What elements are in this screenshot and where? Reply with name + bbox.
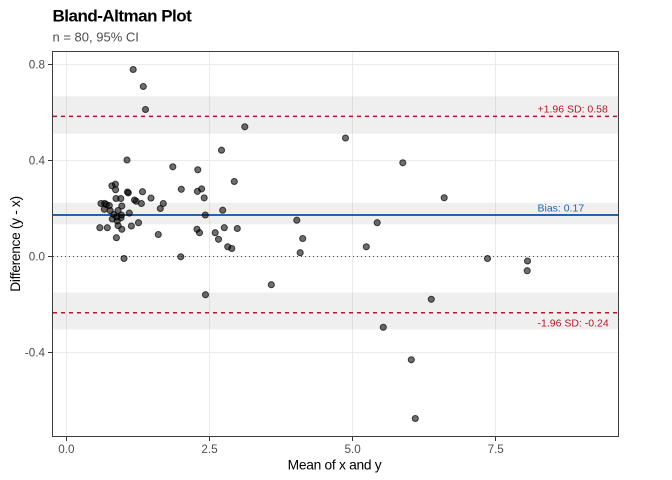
svg-text:0.8: 0.8 [29,59,45,72]
svg-text:Bias: 0.17: Bias: 0.17 [538,203,585,215]
svg-text:0.4: 0.4 [29,155,46,168]
svg-text:0.0: 0.0 [58,443,75,456]
svg-text:Difference (y - x): Difference (y - x) [8,196,23,291]
svg-text:5.0: 5.0 [344,443,361,456]
svg-text:0.0: 0.0 [29,251,46,264]
svg-text:+1.96 SD: 0.58: +1.96 SD: 0.58 [538,104,609,116]
svg-text:n = 80, 95% CI: n = 80, 95% CI [53,30,139,45]
svg-text:Mean of x and y: Mean of x and y [288,458,382,473]
svg-text:Bland-Altman Plot: Bland-Altman Plot [53,7,193,26]
svg-text:-1.96 SD: -0.24: -1.96 SD: -0.24 [538,318,609,330]
svg-text:7.5: 7.5 [488,443,505,456]
svg-text:2.5: 2.5 [201,443,218,456]
svg-text:-0.4: -0.4 [25,346,46,359]
